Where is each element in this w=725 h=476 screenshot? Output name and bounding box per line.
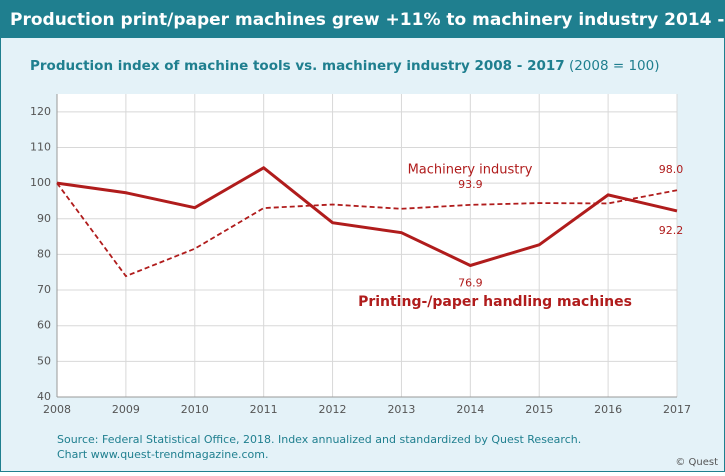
- y-tick-label: 70: [37, 283, 51, 296]
- source: Chart www.quest-trendmagazine.com.: [57, 448, 269, 461]
- legend-label: Printing-/paper handling machines: [358, 294, 632, 310]
- y-tick-label: 90: [37, 212, 51, 225]
- x-tick-label: 2014: [456, 403, 484, 416]
- data-label: 92.2: [659, 224, 684, 237]
- y-tick-label: 50: [37, 354, 51, 367]
- x-tick-label: 2012: [319, 403, 347, 416]
- series-line: [56, 182, 678, 278]
- y-tick-label: 120: [30, 105, 51, 118]
- subtitle: Production index of machine tools vs. ma…: [30, 58, 565, 74]
- x-tick-label: 2011: [250, 403, 278, 416]
- x-tick-label: 2009: [112, 403, 140, 416]
- data-label: 93.9: [458, 178, 483, 191]
- x-tick-label: 2016: [594, 403, 622, 416]
- series-line: [56, 165, 678, 268]
- y-tick-label: 40: [37, 390, 51, 403]
- y-tick-label: 100: [30, 176, 51, 189]
- x-tick-label: 2013: [387, 403, 415, 416]
- y-tick-label: 110: [30, 140, 51, 153]
- legend-label: Machinery industry: [408, 163, 533, 178]
- plot-area: [57, 94, 677, 397]
- chart-subtitle: Production index of machine tools vs. ma…: [30, 58, 660, 74]
- data-label: 98.0: [659, 163, 684, 176]
- title-bar: [0, 0, 725, 38]
- y-tick-label: 60: [37, 319, 51, 332]
- subtitle-note: (2008 = 100): [569, 58, 660, 74]
- x-tick-label: 2017: [663, 403, 691, 416]
- copyright: © Quest: [675, 457, 718, 468]
- x-tick-label: 2010: [181, 403, 209, 416]
- y-tick-label: 80: [37, 247, 51, 260]
- source: Source: Federal Statistical Office, 2018…: [57, 433, 581, 446]
- x-tick-label: 2008: [43, 403, 71, 416]
- data-label: 76.9: [458, 276, 483, 289]
- x-tick-label: 2015: [525, 403, 553, 416]
- chart-title: Production print/paper machines grew +11…: [10, 10, 725, 30]
